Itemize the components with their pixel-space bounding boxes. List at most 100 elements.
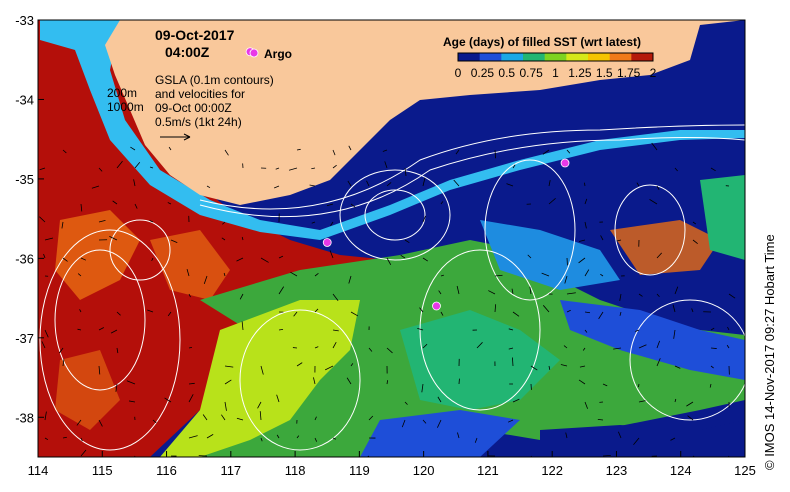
velocity-arrow	[241, 236, 244, 241]
velocity-arrow	[221, 237, 226, 241]
velocity-arrow	[506, 183, 514, 187]
velocity-arrow	[710, 347, 717, 349]
velocity-arrow	[133, 179, 136, 187]
velocity-arrow	[188, 435, 198, 439]
velocity-arrow	[710, 167, 716, 172]
legend-tick-label: 0.5	[498, 66, 515, 80]
velocity-arrow	[350, 203, 356, 208]
velocity-arrows	[39, 142, 736, 457]
velocity-arrow	[278, 286, 285, 295]
velocity-arrow	[167, 311, 172, 317]
legend-frame	[457, 52, 654, 62]
velocity-arrow	[691, 308, 694, 313]
velocity-arrow	[116, 160, 123, 169]
velocity-arrow	[656, 340, 661, 349]
velocity-arrow	[128, 400, 136, 403]
velocity-arrow	[529, 286, 532, 295]
velocity-arrow	[260, 437, 263, 442]
velocity-arrow	[674, 365, 681, 369]
velocity-arrow	[77, 328, 82, 331]
velocity-arrow	[619, 311, 622, 316]
velocity-arrow	[600, 235, 604, 241]
velocity-arrow	[437, 419, 442, 428]
gsla-line-2: and velocities for	[155, 87, 245, 101]
x-tick-label: 114	[28, 463, 49, 478]
velocity-arrow	[239, 293, 244, 300]
velocity-arrow	[275, 167, 280, 170]
velocity-arrow	[494, 149, 496, 159]
velocity-arrow	[348, 145, 352, 151]
legend-tick-label: 0	[455, 66, 462, 80]
velocity-arrow	[112, 200, 118, 205]
blue-band	[480, 220, 620, 290]
velocity-arrow	[455, 149, 460, 155]
velocity-arrow	[638, 293, 643, 297]
velocity-arrow	[598, 311, 604, 320]
velocity-arrow	[202, 414, 208, 421]
argo-float-marker	[322, 238, 332, 247]
legend-color-swatch	[544, 53, 567, 61]
velocity-arrow	[325, 365, 334, 371]
velocity-arrow	[494, 274, 503, 277]
velocity-arrow	[326, 203, 334, 207]
legend-color-swatch	[566, 53, 589, 61]
velocity-arrow	[314, 308, 319, 313]
velocity-arrow	[188, 293, 191, 298]
velocity-arrow	[400, 254, 406, 259]
legend-color-swatch	[631, 53, 654, 61]
velocity-arrow	[98, 365, 101, 375]
velocity-arrow	[672, 304, 676, 313]
velocity-arrow	[638, 400, 646, 403]
velocity-arrow	[602, 454, 611, 457]
velocity-arrow	[168, 146, 172, 151]
legend-color-swatch	[479, 53, 502, 61]
velocity-arrow	[686, 401, 694, 407]
velocity-arrow	[347, 180, 352, 187]
velocity-arrow	[674, 398, 677, 403]
lime-region	[160, 300, 360, 457]
velocity-arrow	[564, 275, 568, 284]
velocity-arrow	[296, 362, 303, 367]
velocity-arrow	[147, 309, 154, 313]
velocity-arrow	[224, 365, 234, 368]
velocity-arrow	[130, 146, 136, 151]
velocity-arrow	[149, 220, 154, 223]
date-label: 09-Oct-2017	[155, 27, 235, 43]
velocity-arrow	[41, 341, 46, 349]
velocity-arrow	[511, 288, 514, 295]
velocity-arrow	[134, 203, 138, 209]
velocity-arrow	[293, 311, 298, 317]
velocity-arrow	[80, 437, 83, 442]
velocity-arrow	[560, 364, 568, 367]
time-label: 04:00Z	[165, 44, 210, 60]
velocity-arrow	[276, 434, 280, 439]
velocity-arrow	[635, 329, 640, 332]
depth-label-1000m: 1000m	[107, 100, 144, 114]
velocity-arrow	[584, 311, 591, 314]
velocity-arrow	[508, 328, 514, 331]
velocity-arrow	[44, 411, 47, 421]
velocity-arrow	[115, 383, 118, 392]
velocity-arrow	[401, 419, 406, 428]
velocity-arrow	[600, 273, 604, 277]
velocity-arrow	[62, 359, 65, 367]
velocity-arrow	[566, 309, 571, 313]
velocity-arrow	[170, 239, 178, 243]
velocity-arrow	[656, 252, 662, 259]
velocity-arrow	[582, 347, 586, 351]
velocity-arrow	[386, 380, 389, 385]
velocity-arrow	[80, 203, 83, 212]
gsla-line-4: 0.5m/s (1kt 24h)	[155, 115, 242, 129]
velocity-arrow	[366, 180, 370, 187]
velocity-arrow	[116, 347, 119, 354]
velocity-arrow	[167, 202, 172, 205]
orange-patch	[55, 350, 120, 430]
velocity-arrow	[530, 365, 538, 371]
velocity-arrow	[421, 383, 424, 393]
velocity-arrow	[710, 365, 714, 369]
velocity-arrow	[59, 347, 64, 354]
velocity-arrow	[417, 327, 424, 331]
legend-title: Age (days) of filled SST (wrt latest)	[443, 35, 641, 49]
legend-color-swatch	[588, 53, 611, 61]
velocity-arrow	[314, 346, 319, 349]
